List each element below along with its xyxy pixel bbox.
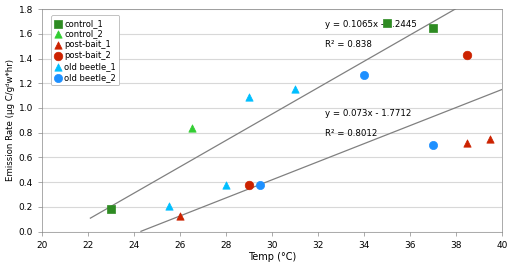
post-bait_2 <box>463 53 471 57</box>
control_1 <box>383 21 391 25</box>
post-bait_1 <box>463 140 471 145</box>
control_1 <box>429 25 437 30</box>
old beetle_2 <box>256 183 265 187</box>
old beetle_1 <box>291 87 299 92</box>
old beetle_1 <box>222 183 230 187</box>
Text: R² = 0.838: R² = 0.838 <box>325 40 372 49</box>
Text: y = 0.1065x - 2.2445: y = 0.1065x - 2.2445 <box>325 20 417 29</box>
old beetle_2 <box>360 72 368 77</box>
post-bait_2 <box>245 183 253 187</box>
post-bait_1 <box>176 213 184 218</box>
Text: R² = 0.8012: R² = 0.8012 <box>325 129 377 138</box>
control_1 <box>107 207 115 211</box>
post-bait_1 <box>486 137 495 141</box>
old beetle_1 <box>245 95 253 99</box>
Text: y = 0.073x - 1.7712: y = 0.073x - 1.7712 <box>325 109 411 118</box>
control_2 <box>187 126 195 130</box>
old beetle_1 <box>165 203 173 208</box>
Y-axis label: Emission Rate (μg C/gᵈᴡ*hr): Emission Rate (μg C/gᵈᴡ*hr) <box>6 59 14 181</box>
X-axis label: Temp (°C): Temp (°C) <box>248 252 296 262</box>
Legend: control_1, control_2, post-bait_1, post-bait_2, old beetle_1, old beetle_2: control_1, control_2, post-bait_1, post-… <box>51 16 120 85</box>
old beetle_2 <box>429 143 437 147</box>
